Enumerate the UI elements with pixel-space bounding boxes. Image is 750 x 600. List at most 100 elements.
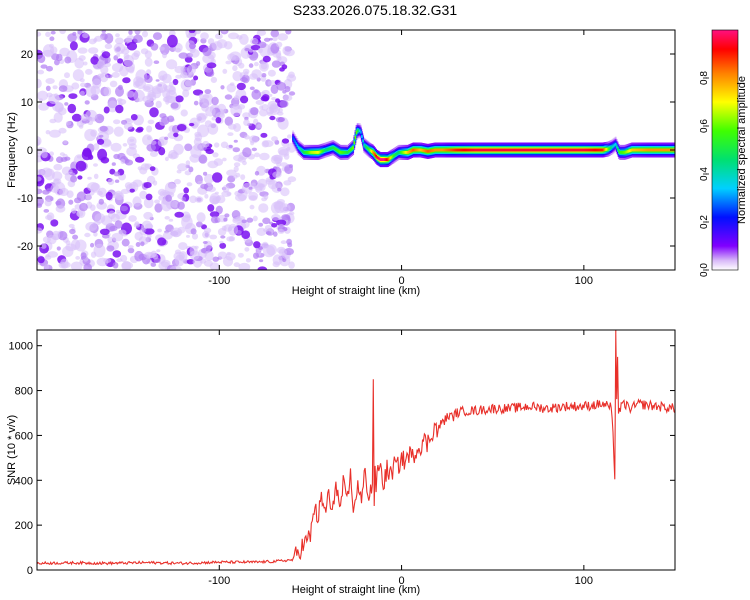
ridge-cell xyxy=(427,149,430,153)
noise-speckle xyxy=(37,69,45,75)
noise-speckle xyxy=(174,65,185,74)
noise-speckle xyxy=(193,143,203,151)
ridge-cell xyxy=(609,146,612,150)
noise-speckle xyxy=(257,47,263,54)
noise-speckle xyxy=(68,93,78,99)
noise-speckle xyxy=(220,235,226,239)
noise-speckle xyxy=(112,262,119,269)
colorbar-tick-label: 0.8 xyxy=(699,71,710,85)
noise-speckle xyxy=(85,109,98,122)
noise-speckle xyxy=(189,48,200,58)
noise-speckle xyxy=(282,45,292,56)
ridge-cell xyxy=(408,150,410,154)
noise-speckle xyxy=(261,94,270,102)
noise-speckle xyxy=(74,57,84,69)
noise-speckle xyxy=(162,84,168,90)
ridge-cell xyxy=(655,148,657,152)
noise-speckle xyxy=(70,239,81,251)
ridge-cell xyxy=(599,148,602,152)
ridge-cell xyxy=(300,149,303,152)
ridge-cell xyxy=(656,148,659,152)
noise-speckle xyxy=(280,240,287,245)
noise-speckle xyxy=(144,57,153,67)
ridge-cell xyxy=(326,148,328,152)
noise-speckle xyxy=(240,77,248,83)
noise-speckle xyxy=(122,143,128,147)
ridge-cell xyxy=(419,148,421,152)
noise-speckle xyxy=(238,62,245,69)
ridge-cell xyxy=(414,148,417,152)
noise-speckle xyxy=(128,143,137,150)
noise-speckle xyxy=(103,86,112,97)
ridge-cell xyxy=(440,148,443,152)
noise-speckle xyxy=(46,65,53,72)
noise-speckle xyxy=(207,204,215,212)
ridge-cell xyxy=(399,151,402,154)
noise-speckle xyxy=(120,188,130,194)
snr-y-ticks: 0 200 400 600 800 1000 xyxy=(9,341,675,577)
noise-speckle xyxy=(152,32,163,40)
noise-speckle xyxy=(105,191,113,201)
ridge-cell xyxy=(377,156,380,160)
noise-speckle xyxy=(94,213,106,224)
noise-speckle xyxy=(43,209,50,213)
noise-speckle xyxy=(230,104,243,117)
ridge-cell xyxy=(330,146,333,150)
noise-speckle xyxy=(71,208,77,214)
noise-speckle xyxy=(55,205,66,213)
noise-speckle xyxy=(254,171,260,176)
noise-speckle xyxy=(40,64,48,69)
noise-speckle xyxy=(242,147,252,158)
noise-speckle xyxy=(83,61,88,66)
noise-speckle xyxy=(155,79,160,82)
spectrogram-y-ticks: -20 -10 0 10 20 xyxy=(17,49,675,253)
noise-speckle xyxy=(109,80,118,88)
noise-speckle xyxy=(70,261,83,270)
ridge-cell xyxy=(518,148,521,152)
ridge-cell xyxy=(570,148,572,152)
noise-speckle xyxy=(158,147,166,156)
noise-speckle xyxy=(128,215,137,222)
ridge-cell xyxy=(665,148,667,152)
noise-speckle xyxy=(184,80,193,87)
ridge-cell xyxy=(647,148,650,152)
noise-speckle xyxy=(37,90,49,101)
noise-speckle xyxy=(256,124,263,129)
noise-speckle xyxy=(50,219,59,227)
ridge-cell xyxy=(467,148,469,152)
noise-speckle xyxy=(232,65,238,72)
noise-speckle xyxy=(266,244,277,256)
ridge-cell xyxy=(509,148,512,152)
noise-speckle xyxy=(132,196,142,207)
noise-speckle xyxy=(194,196,204,203)
noise-speckle xyxy=(104,33,114,44)
ridge-cell xyxy=(501,148,503,152)
noise-speckle xyxy=(189,245,198,256)
noise-speckle xyxy=(181,215,193,230)
y-tick-label: -10 xyxy=(17,193,33,205)
ridge-cell xyxy=(494,148,497,152)
ridge-cell xyxy=(447,148,450,152)
noise-speckle xyxy=(70,175,78,183)
noise-speckle xyxy=(149,107,159,118)
noise-speckle xyxy=(186,182,193,187)
noise-speckle xyxy=(174,178,181,185)
ridge-cell xyxy=(637,148,640,152)
ridge-cell xyxy=(384,158,386,161)
noise-speckle xyxy=(121,238,130,247)
ridge-cell xyxy=(543,148,546,152)
ridge-cell xyxy=(503,148,505,152)
noise-speckle xyxy=(135,242,141,247)
noise-speckle xyxy=(248,63,254,68)
noise-speckle xyxy=(146,125,153,133)
noise-speckle xyxy=(199,93,204,100)
noise-speckle xyxy=(55,200,62,206)
noise-speckle xyxy=(280,162,288,168)
ridge-cell xyxy=(625,150,628,154)
noise-speckle xyxy=(249,73,258,80)
noise-speckle xyxy=(226,169,237,177)
ridge-cell xyxy=(391,155,394,158)
noise-speckle xyxy=(103,258,112,264)
noise-speckle xyxy=(220,85,225,90)
noise-speckle xyxy=(197,180,204,185)
